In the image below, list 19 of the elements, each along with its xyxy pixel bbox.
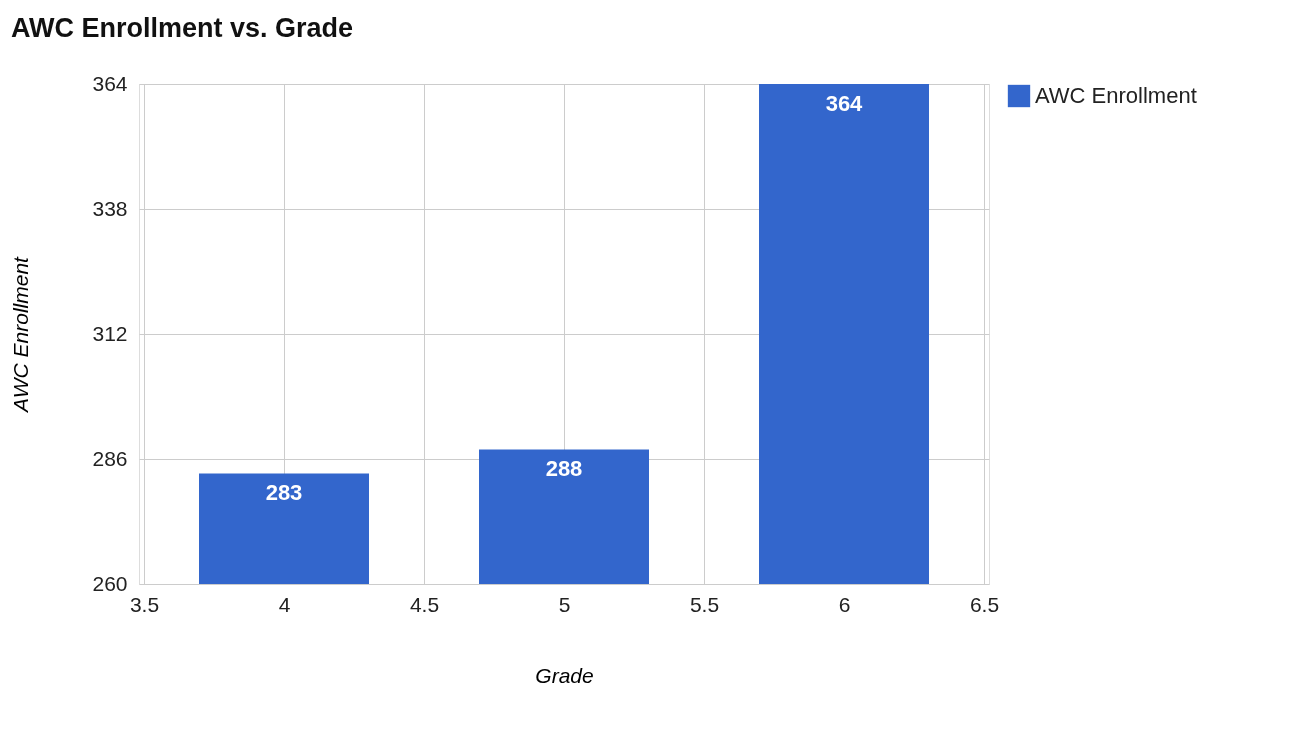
y-tick-label: 286 <box>92 446 128 470</box>
x-tick-label: 4.5 <box>409 592 440 616</box>
chart-title: AWC Enrollment vs. Grade <box>10 13 354 43</box>
data-label: 364 <box>825 91 864 116</box>
x-tick-label: 4 <box>278 592 291 616</box>
x-tick-label: 6.5 <box>969 592 1000 616</box>
y-tick-label: 312 <box>92 321 128 345</box>
x-axis-title: Grade <box>535 663 594 687</box>
x-tick-label: 5 <box>558 592 571 616</box>
y-tick-label: 364 <box>92 71 128 95</box>
legend-label: AWC Enrollment <box>1035 83 1197 108</box>
y-tick-label: 338 <box>92 196 128 220</box>
x-tick-label: 6 <box>838 592 851 616</box>
y-axis-title: AWC Enrollment <box>9 255 33 414</box>
x-tick-label: 3.5 <box>129 592 160 616</box>
y-tick-label: 260 <box>92 571 128 595</box>
data-label: 288 <box>545 456 583 482</box>
x-tick-label: 5.5 <box>689 592 720 616</box>
data-label: 283 <box>265 480 303 506</box>
